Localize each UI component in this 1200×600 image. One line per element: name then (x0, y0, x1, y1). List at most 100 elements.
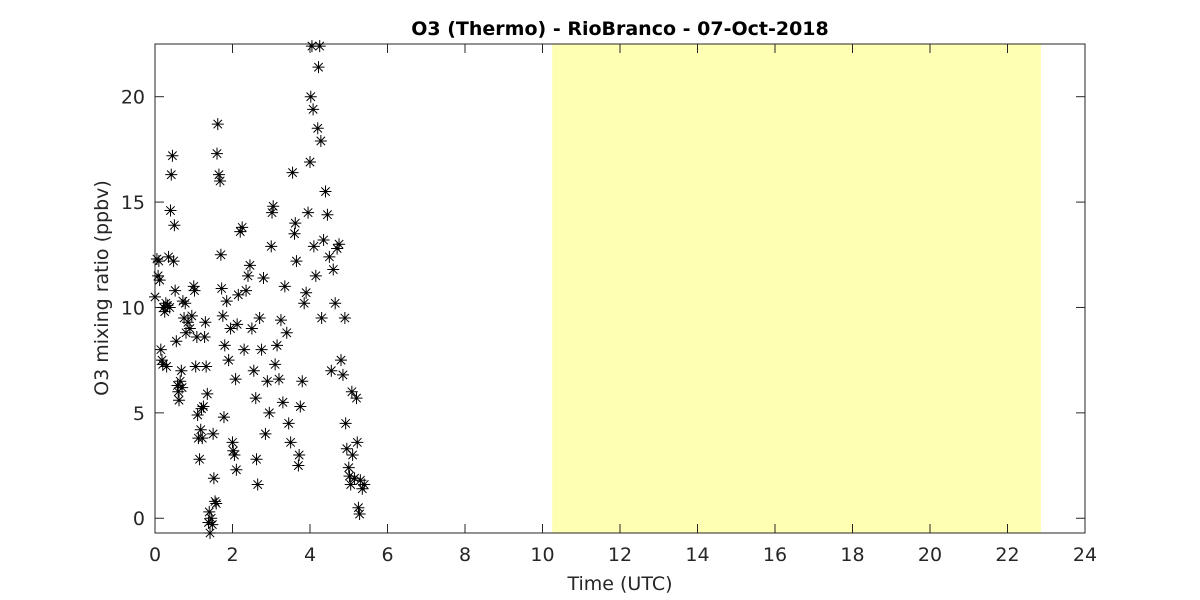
data-point (190, 330, 203, 343)
data-point (249, 392, 262, 405)
data-point (236, 221, 249, 234)
data-point (227, 444, 240, 457)
x-tick-label: 18 (840, 544, 864, 566)
data-point (231, 318, 244, 331)
data-point (282, 417, 295, 430)
data-point (174, 375, 187, 388)
data-point (224, 322, 237, 335)
data-point (232, 288, 245, 301)
data-point (201, 387, 214, 400)
data-point (267, 200, 280, 213)
data-point (311, 122, 324, 135)
data-point (312, 61, 325, 74)
data-point (317, 234, 330, 247)
data-point (168, 219, 181, 232)
data-point (304, 156, 316, 169)
x-tick-label: 4 (304, 544, 316, 566)
data-point (165, 168, 178, 181)
data-point (276, 396, 289, 409)
data-point (290, 255, 303, 268)
data-point (209, 495, 222, 508)
data-point (173, 394, 186, 407)
data-point (215, 282, 228, 295)
data-point (199, 316, 212, 329)
data-point (154, 343, 167, 356)
data-point (181, 316, 194, 329)
data-point (280, 326, 293, 339)
data-point (216, 309, 229, 322)
data-point (203, 505, 216, 518)
data-point (214, 248, 227, 261)
data-point (319, 185, 332, 198)
data-point (247, 364, 260, 377)
data-point (164, 204, 177, 217)
data-point (162, 250, 175, 263)
data-point (245, 322, 258, 335)
data-point (313, 40, 326, 53)
y-tick-label: 10 (121, 297, 145, 319)
y-tick-label: 5 (133, 403, 145, 425)
data-point (274, 314, 287, 327)
x-tick-label: 10 (530, 544, 554, 566)
data-point (259, 427, 272, 440)
data-point (169, 284, 182, 297)
data-point (175, 364, 188, 377)
data-point (358, 478, 371, 491)
data-point (160, 360, 173, 373)
data-point (340, 442, 353, 455)
data-point (210, 497, 223, 510)
data-point (271, 339, 284, 352)
data-point (197, 400, 210, 413)
data-point (325, 364, 338, 377)
y-tick-label: 20 (121, 87, 145, 109)
data-point (152, 255, 165, 268)
x-tick-label: 12 (608, 544, 632, 566)
data-point (185, 309, 198, 322)
data-point (211, 118, 224, 131)
data-point (338, 312, 351, 325)
data-point (353, 508, 366, 521)
data-point (196, 432, 209, 445)
data-point (198, 330, 211, 343)
data-point (222, 354, 235, 367)
data-point (230, 463, 243, 476)
data-point (234, 225, 247, 238)
data-point (329, 297, 342, 310)
data-point (240, 284, 253, 297)
shaded-region (552, 44, 1041, 533)
data-point (220, 295, 233, 308)
data-point (167, 255, 180, 268)
data-point (333, 238, 346, 251)
data-point (202, 516, 215, 529)
data-point (269, 358, 282, 371)
data-point (156, 358, 169, 371)
data-point (346, 449, 359, 462)
data-point (289, 217, 302, 230)
x-tick-label: 0 (149, 544, 161, 566)
data-point (300, 286, 313, 299)
data-point (339, 417, 352, 430)
data-point (273, 373, 285, 386)
data-point (293, 449, 306, 462)
x-tick-label: 8 (459, 544, 471, 566)
data-point (345, 385, 358, 398)
data-point (163, 301, 176, 314)
data-point (187, 280, 200, 293)
y-tick-label: 0 (133, 508, 145, 530)
data-point (343, 470, 356, 483)
y-axis-label: O3 mixing ratio (ppbv) (91, 180, 113, 396)
data-point (296, 375, 309, 388)
data-point (351, 436, 364, 449)
data-point (228, 449, 241, 462)
data-point (350, 392, 363, 405)
data-point (242, 269, 254, 282)
x-tick-label: 6 (381, 544, 393, 566)
data-point (238, 343, 251, 356)
data-point (336, 368, 349, 381)
chart-title: O3 (Thermo) - RioBranco - 07-Oct-2018 (411, 18, 828, 40)
data-point (166, 149, 179, 162)
data-point (205, 512, 218, 525)
data-point (211, 147, 223, 160)
data-point (193, 453, 206, 466)
